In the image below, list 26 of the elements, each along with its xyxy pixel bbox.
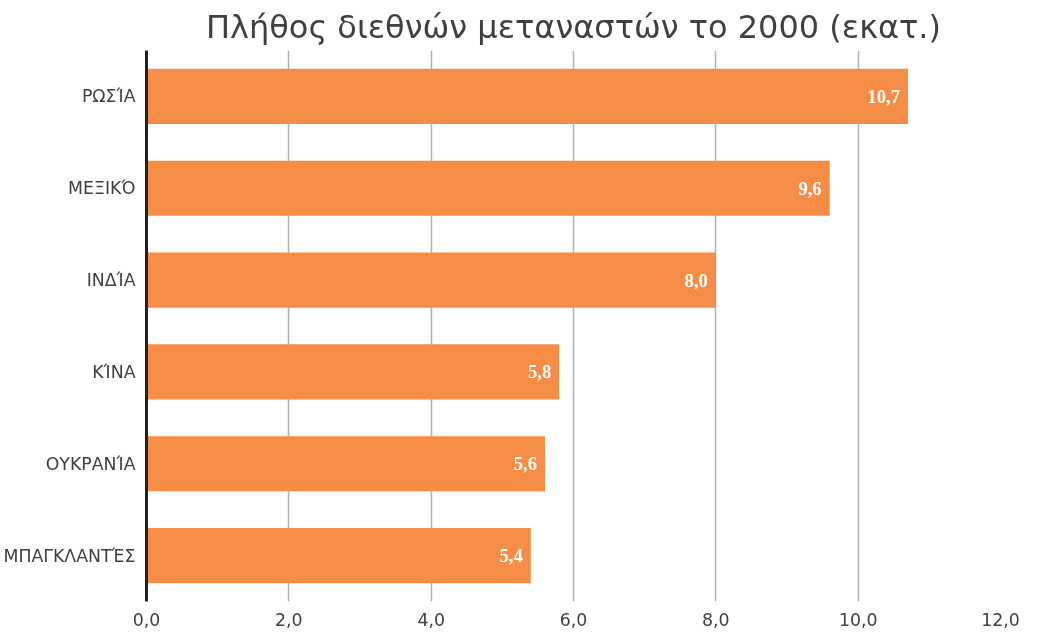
x-tick-label: 6,0 <box>559 609 588 630</box>
chart-title: Πλήθος διεθνών μεταναστών το 2000 (εκατ.) <box>205 7 942 46</box>
x-tick-label: 10,0 <box>838 609 878 630</box>
y-tick-label: ΙΝΔΊΑ <box>86 270 136 291</box>
y-tick-label: ΡΩΣΊΑ <box>81 86 136 107</box>
bar <box>146 436 546 492</box>
bar <box>146 160 830 216</box>
data-label: 9,6 <box>798 177 822 199</box>
data-label: 5,4 <box>499 545 523 567</box>
y-tick-label: ΜΕΞΙΚΌ <box>68 178 136 199</box>
y-tick-label: ΟΥΚΡΑΝΊΑ <box>45 453 136 474</box>
data-label: 5,6 <box>513 453 538 475</box>
bar <box>146 344 560 400</box>
bar <box>146 252 716 308</box>
y-tick-label: ΜΠΑΓΚΛΑΝΤΈΣ <box>3 545 136 566</box>
x-tick-label: 0,0 <box>132 609 161 630</box>
bar <box>146 528 531 584</box>
bar <box>146 68 908 124</box>
x-tick-label: 4,0 <box>417 609 445 630</box>
x-tick-label: 2,0 <box>275 609 303 630</box>
x-tick-label: 8,0 <box>702 609 730 630</box>
data-label: 8,0 <box>684 269 708 291</box>
data-label: 10,7 <box>867 85 900 107</box>
y-tick-label: ΚΊΝΑ <box>92 361 136 382</box>
x-tick-label: 12,0 <box>981 609 1020 630</box>
data-label: 5,8 <box>527 361 552 383</box>
